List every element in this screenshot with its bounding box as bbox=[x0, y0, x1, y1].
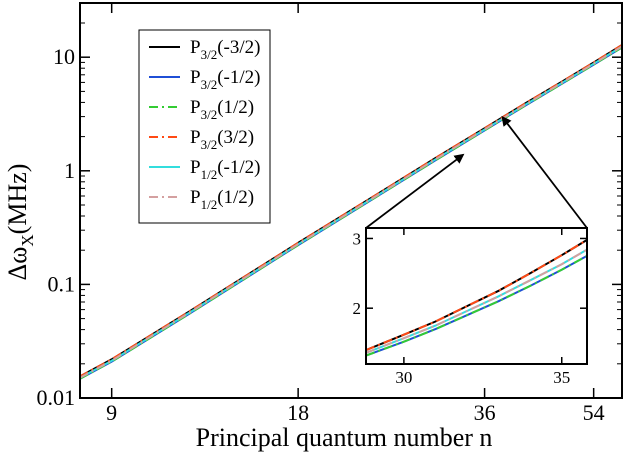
x-tick-label: 36 bbox=[474, 400, 496, 425]
x-axis-title: Principal quantum number n bbox=[196, 423, 493, 452]
inset-series-group bbox=[366, 239, 587, 357]
inset-x-tick-label: 30 bbox=[395, 368, 412, 387]
x-tick-label: 9 bbox=[106, 400, 117, 425]
zoom-arrow-1 bbox=[501, 115, 588, 229]
inset-y-tick-label: 3 bbox=[353, 229, 362, 248]
y-axis-title-unit: (MHz) bbox=[3, 164, 32, 235]
y-tick-label: 1 bbox=[64, 158, 75, 183]
inset-series-line-1 bbox=[366, 239, 587, 352]
inset-series-line-3 bbox=[366, 248, 587, 354]
main-ticks: 9 18 36 54 0.01 0.1 1 10 bbox=[37, 2, 622, 425]
inset-y-tick-label: 2 bbox=[353, 299, 362, 318]
y-tick-label: 0.1 bbox=[48, 271, 76, 296]
main-series-group bbox=[80, 44, 622, 380]
legend-label-4: P1/2(-1/2) bbox=[190, 157, 260, 182]
main-plot: 9 18 36 54 0.01 0.1 1 10 bbox=[37, 2, 623, 425]
legend: P3/2(-3/2) P3/2(-1/2) P3/2(1/2) P3/2(3/2) P1… bbox=[138, 29, 271, 224]
inset-plot: 30 35 2 3 bbox=[353, 227, 588, 387]
legend-entries: P3/2(-3/2) P3/2(-1/2) P3/2(1/2) P3/2(3/2) P1… bbox=[149, 37, 260, 212]
x-tick-label: 18 bbox=[287, 400, 309, 425]
y-axis-title-main: Δω bbox=[3, 247, 32, 281]
legend-label-2: P3/2(1/2) bbox=[190, 97, 254, 122]
inset-series-line-5 bbox=[366, 255, 587, 357]
series-line-5 bbox=[80, 45, 622, 379]
zoom-arrow-0 bbox=[365, 153, 465, 229]
y-axis-title-sub: X bbox=[18, 234, 37, 246]
y-axis-title: ΔωX(MHz) bbox=[3, 164, 37, 281]
y-tick-label: 0.01 bbox=[37, 385, 76, 410]
series-line-3 bbox=[80, 44, 622, 378]
inset-ticks: 30 35 2 3 bbox=[353, 228, 587, 387]
legend-label-3: P3/2(3/2) bbox=[190, 127, 254, 152]
main-plot-frame bbox=[79, 2, 623, 399]
legend-label-5: P1/2(1/2) bbox=[190, 187, 254, 212]
inset-x-tick-label: 35 bbox=[553, 368, 570, 387]
x-tick-label: 54 bbox=[583, 400, 605, 425]
inset-frame bbox=[365, 227, 588, 365]
legend-label-1: P3/2(-1/2) bbox=[190, 67, 260, 92]
y-tick-label: 10 bbox=[53, 44, 75, 69]
legend-label-0: P3/2(-3/2) bbox=[190, 37, 260, 62]
legend-box bbox=[138, 29, 271, 224]
zoom-arrows bbox=[365, 115, 588, 229]
